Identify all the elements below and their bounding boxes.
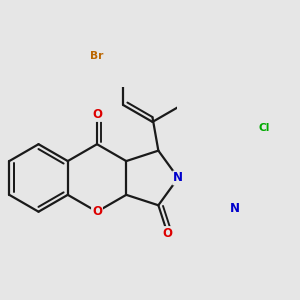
Text: N: N xyxy=(230,202,239,215)
Text: Cl: Cl xyxy=(259,123,270,133)
Text: O: O xyxy=(163,227,172,240)
Text: O: O xyxy=(92,108,102,121)
Text: N: N xyxy=(173,172,183,184)
Text: O: O xyxy=(92,205,102,218)
Text: Br: Br xyxy=(90,51,103,61)
